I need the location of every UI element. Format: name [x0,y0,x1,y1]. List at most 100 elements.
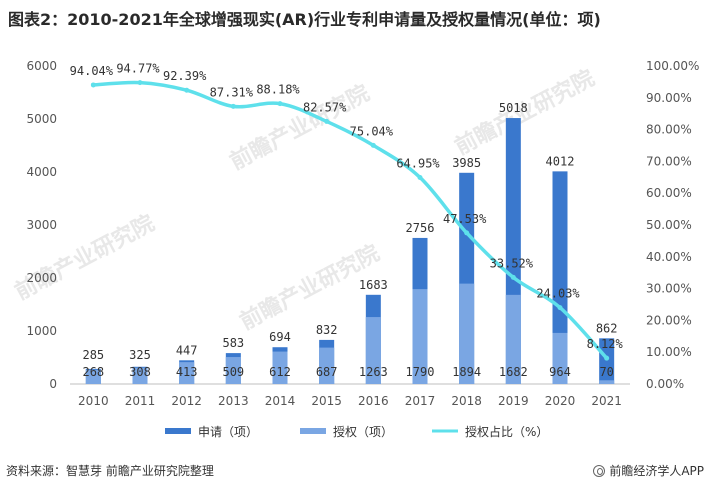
data-label-grant: 509 [222,365,244,379]
bar-grant [132,367,148,384]
data-label-apply: 1683 [359,278,388,292]
point-ratio [230,103,236,109]
y-left-tick-label: 5000 [26,112,57,126]
x-tick-label: 2021 [591,394,622,408]
x-tick-label: 2018 [451,394,482,408]
bar-grant [412,289,428,384]
x-tick-label: 2014 [265,394,296,408]
y-right-tick-label: 50.00% [646,218,692,232]
data-label-apply: 285 [82,348,104,362]
data-label-apply: 862 [596,321,618,335]
y-left-tick-label: 0 [49,377,57,391]
data-label-grant: 70 [599,365,613,379]
bar-grant [179,362,195,384]
y-right-tick-label: 90.00% [646,91,692,105]
y-right-tick-label: 10.00% [646,345,692,359]
data-label-ratio: 94.77% [116,62,160,76]
data-label-grant: 964 [549,365,571,379]
data-label-apply: 325 [129,348,151,362]
bar-grant [365,317,381,384]
x-tick-label: 2012 [171,394,202,408]
legend-grant-swatch [300,428,326,434]
data-label-grant: 687 [316,365,338,379]
y-right-tick-label: 70.00% [646,154,692,168]
y-left-tick-label: 3000 [26,218,57,232]
data-label-ratio: 94.04% [70,64,114,78]
bar-grant [85,369,101,384]
data-label-apply: 3985 [452,156,481,170]
legend-apply-swatch [165,428,191,434]
data-label-apply: 694 [269,330,291,344]
x-tick-label: 2011 [125,394,156,408]
bar-grant [505,294,521,384]
bar-grant [319,347,335,384]
data-label-ratio: 87.31% [210,85,254,99]
brand-text: 前瞻经济学人APP [609,464,704,478]
bar-apply [552,171,568,384]
point-ratio [277,101,283,107]
point-ratio [90,82,96,88]
y-left-tick-label: 4000 [26,165,57,179]
point-ratio [510,274,516,280]
data-label-apply: 832 [316,323,338,337]
x-tick-label: 2020 [545,394,576,408]
brand-logo-icon [593,464,606,477]
chart-title: 图表2：2010-2021年全球增强现实(AR)行业专利申请量及授权量情况(单位… [8,10,601,29]
data-label-grant: 308 [129,365,151,379]
x-tick-label: 2010 [78,394,109,408]
x-tick-label: 2017 [405,394,436,408]
data-label-grant: 1263 [359,365,388,379]
x-tick-label: 2016 [358,394,389,408]
y-right-tick-label: 40.00% [646,250,692,264]
data-label-grant: 1894 [452,365,481,379]
data-label-ratio: 24.03% [536,287,580,301]
source-note: 资料来源：智慧芽 前瞻产业研究院整理 [6,464,214,478]
point-ratio [417,174,423,180]
y-right-tick-label: 20.00% [646,313,692,327]
legend-apply-label: 申请（项） [198,425,258,439]
bar-apply [599,338,615,384]
data-label-apply: 447 [176,343,198,357]
point-ratio [184,87,190,93]
data-label-ratio: 75.04% [350,124,394,138]
bar-grant [225,357,241,384]
bar-grant [599,380,615,384]
data-label-grant: 612 [269,365,291,379]
point-ratio [324,118,330,124]
data-label-apply: 5018 [499,101,528,115]
legend-ratio-label: 授权占比（%） [465,424,548,439]
y-right-tick-label: 30.00% [646,282,692,296]
data-label-apply: 583 [222,336,244,350]
data-label-grant: 1790 [406,365,435,379]
y-right-tick-label: 80.00% [646,123,692,137]
x-tick-label: 2015 [311,394,342,408]
data-label-ratio: 47.53% [443,212,487,226]
y-left-tick-label: 6000 [26,59,57,73]
brand-label: 前瞻经济学人APP [593,462,704,479]
data-label-grant: 268 [82,365,104,379]
point-ratio [137,80,143,86]
y-right-tick-label: 100.00% [646,59,699,73]
y-left-tick-label: 2000 [26,271,57,285]
data-label-ratio: 82.57% [303,100,347,114]
x-tick-label: 2013 [218,394,249,408]
y-right-tick-label: 60.00% [646,186,692,200]
data-label-ratio: 92.39% [163,69,207,83]
data-label-ratio: 88.18% [256,83,300,97]
data-label-ratio: 8.12% [587,337,624,351]
data-label-apply: 2756 [406,221,435,235]
bar-grant [552,332,568,384]
point-ratio [464,230,470,236]
data-label-ratio: 64.95% [396,156,440,170]
y-right-tick-label: 0.00% [646,377,684,391]
y-left-tick-label: 1000 [26,324,57,338]
point-ratio [604,355,610,361]
bar-grant [272,351,288,384]
data-label-ratio: 33.52% [490,256,534,270]
data-label-apply: 4012 [546,154,575,168]
legend-grant-label: 授权（项） [333,424,393,439]
point-ratio [557,305,563,311]
data-label-grant: 1682 [499,365,528,379]
bar-grant [459,283,475,384]
